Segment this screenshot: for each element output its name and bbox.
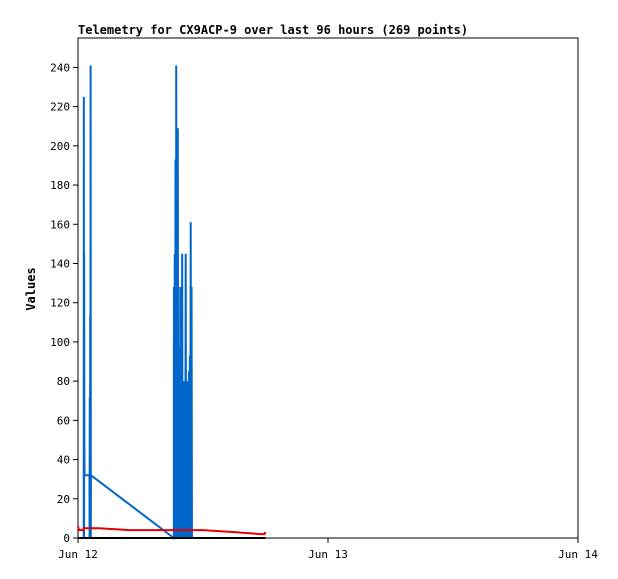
- y-tick-label-180: 180: [50, 179, 70, 192]
- y-tick-label-80: 80: [57, 375, 70, 388]
- series-group: [77, 65, 267, 541]
- y-axis: 0 20 40 60 80 100 120 140 160 180 200 220 240: [50, 61, 78, 545]
- y-tick-label-120: 120: [50, 297, 70, 310]
- chart-title: Telemetry for CX9ACP-9 over last 96 hour…: [78, 23, 468, 37]
- series-line-0: [78, 65, 266, 541]
- y-axis-label: Values: [24, 267, 38, 310]
- y-tick-label-160: 160: [50, 218, 70, 231]
- y-tick-label-20: 20: [57, 493, 70, 506]
- y-tick-label-240: 240: [50, 61, 70, 74]
- y-tick-label-0: 0: [63, 532, 70, 545]
- y-tick-label-60: 60: [57, 414, 70, 427]
- x-tick-label-1: Jun 13: [308, 548, 348, 561]
- y-tick-label-220: 220: [50, 101, 70, 114]
- x-axis: Jun 12 Jun 13 Jun 14: [58, 538, 598, 561]
- y-tick-label-40: 40: [57, 454, 70, 467]
- y-tick-label-200: 200: [50, 140, 70, 153]
- plot-area: [77, 37, 579, 539]
- y-tick-label-140: 140: [50, 257, 70, 270]
- x-tick-label-0: Jun 12: [58, 548, 98, 561]
- x-tick-label-2: Jun 14: [558, 548, 598, 561]
- series-line-1: [77, 525, 267, 536]
- y-tick-label-100: 100: [50, 336, 70, 349]
